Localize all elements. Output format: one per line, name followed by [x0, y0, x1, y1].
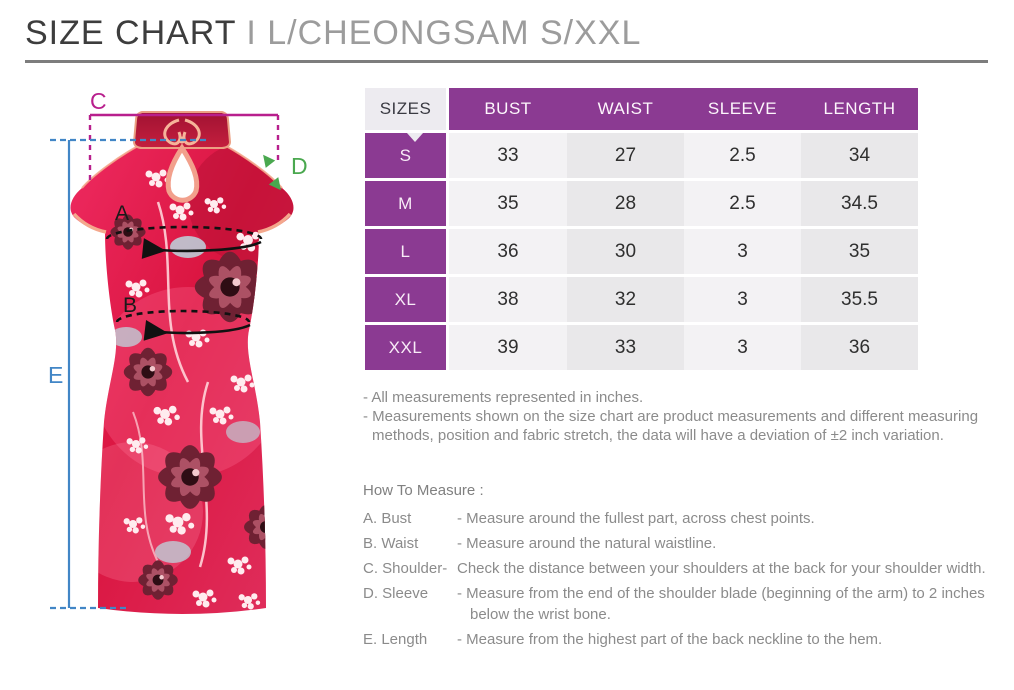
- measure-item: D. Sleeve - Measure from the end of the s…: [363, 583, 1011, 625]
- dress-measurement-diagram: C D E A B: [38, 82, 318, 632]
- label-shoulder-c: C: [90, 88, 107, 114]
- measure-item-label: C. Shoulder-: [363, 560, 448, 577]
- shoulder-measure-c: [88, 113, 280, 185]
- measure-item-label: E. Length: [363, 631, 428, 648]
- column-header-waist: WAIST: [567, 88, 684, 130]
- measure-item-label: A. Bust: [363, 510, 412, 527]
- measure-item: C. Shoulder- Check the distance between y…: [363, 558, 1011, 579]
- page-title: SIZE CHART I L/CHEONGSAM S/XXL: [25, 14, 641, 53]
- dress-body: [70, 145, 294, 614]
- size-value-s-length: 34: [801, 133, 918, 178]
- size-value-m-length: 34.5: [801, 181, 918, 226]
- size-value-xl-bust: 38: [449, 277, 567, 322]
- label-bust-a: A: [115, 202, 129, 225]
- size-row-label-l: L: [365, 229, 449, 274]
- keyhole-neckline: [165, 143, 200, 203]
- note-line: - All measurements represented in inches…: [363, 389, 644, 406]
- size-value-l-bust: 36: [449, 229, 567, 274]
- how-to-measure-section: How To Measure : A. Bust - Measure around…: [363, 482, 1011, 654]
- page-title-primary: SIZE CHART: [25, 14, 236, 52]
- measure-item-label: B. Waist: [363, 535, 419, 552]
- sizes-pointer-triangle: [407, 133, 423, 142]
- size-value-l-sleeve: 3: [684, 229, 801, 274]
- measure-item-description: Check the distance between your shoulder…: [457, 560, 986, 577]
- size-row-label-xxl: XXL: [365, 325, 449, 370]
- measure-item-description: - Measure from the end of the shoulder b…: [457, 585, 985, 623]
- measurement-notes: - All measurements represented in inches…: [363, 388, 993, 445]
- size-row-label-xl: XL: [365, 277, 449, 322]
- size-value-l-length: 35: [801, 229, 918, 274]
- dress-illustration: C D E A B: [48, 88, 308, 614]
- size-value-m-waist: 28: [567, 181, 684, 226]
- label-length-e: E: [48, 362, 63, 388]
- note-line: - Measurements shown on the size chart a…: [363, 408, 979, 444]
- column-header-bust: BUST: [449, 88, 567, 130]
- size-value-xl-waist: 32: [567, 277, 684, 322]
- label-sleeve-d: D: [291, 153, 308, 179]
- label-waist-b: B: [123, 294, 137, 317]
- size-table: SIZES BUST WAIST SLEEVE LENGTH S 33 27 2.5 34 M 35 2…: [365, 88, 918, 370]
- measure-item-description: - Measure from the highest part of the b…: [457, 631, 883, 648]
- title-rule: [25, 60, 988, 63]
- size-value-l-waist: 30: [567, 229, 684, 274]
- measure-item-description: - Measure around the fullest part, acros…: [457, 510, 815, 527]
- column-header-length: LENGTH: [801, 88, 918, 130]
- measure-item: A. Bust - Measure around the fullest part…: [363, 508, 1011, 529]
- size-value-xxl-bust: 39: [449, 325, 567, 370]
- column-header-sleeve: SLEEVE: [684, 88, 801, 130]
- size-value-s-bust: 33: [449, 133, 567, 178]
- bust-measure-a: [105, 225, 263, 259]
- size-row-label-m: M: [365, 181, 449, 226]
- waist-measure-b: [115, 309, 251, 341]
- how-to-measure-list: A. Bust - Measure around the fullest part…: [363, 508, 1011, 650]
- size-value-xl-length: 35.5: [801, 277, 918, 322]
- measure-item-description: - Measure around the natural waistline.: [457, 535, 717, 552]
- measure-item: B. Waist - Measure around the natural wai…: [363, 533, 1011, 554]
- size-value-xxl-length: 36: [801, 325, 918, 370]
- measure-item: E. Length - Measure from the highest part…: [363, 629, 1011, 650]
- measure-item-label: D. Sleeve: [363, 585, 429, 602]
- page-title-secondary: L/CHEONGSAM S/XXL: [267, 14, 642, 52]
- size-value-s-sleeve: 2.5: [684, 133, 801, 178]
- column-header-sizes: SIZES: [365, 88, 449, 130]
- size-value-m-sleeve: 2.5: [684, 181, 801, 226]
- size-value-s-waist: 27: [567, 133, 684, 178]
- size-value-xxl-sleeve: 3: [684, 325, 801, 370]
- length-measure-e: [50, 138, 208, 610]
- title-divider: I: [246, 14, 257, 52]
- size-value-m-bust: 35: [449, 181, 567, 226]
- size-value-xl-sleeve: 3: [684, 277, 801, 322]
- size-value-xxl-waist: 33: [567, 325, 684, 370]
- how-to-measure-heading: How To Measure :: [363, 482, 484, 499]
- sleeve-measure-d: [263, 154, 281, 191]
